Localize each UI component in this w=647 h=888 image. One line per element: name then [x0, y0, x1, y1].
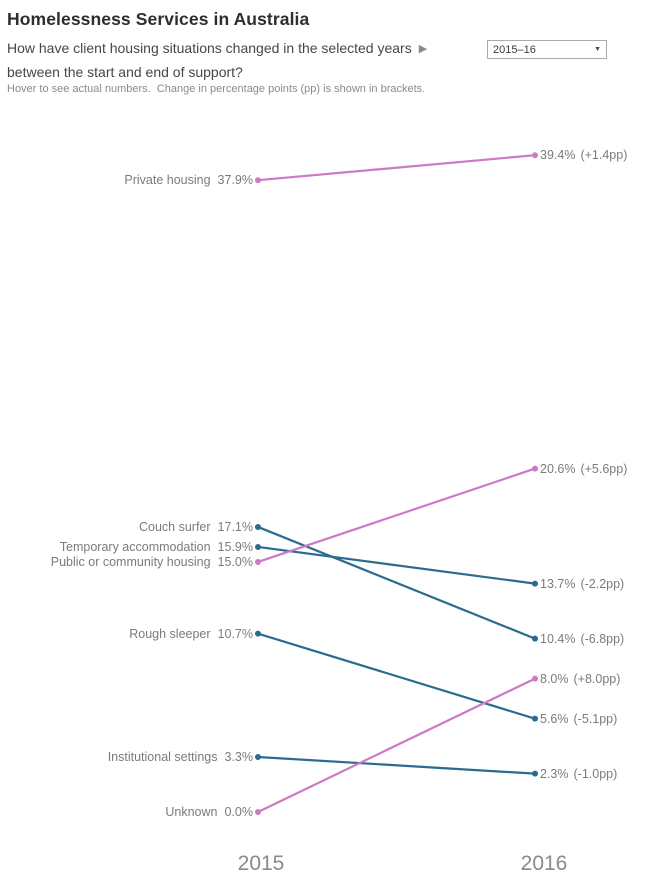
end-dot[interactable]: [532, 770, 538, 777]
slope-line[interactable]: [257, 154, 536, 182]
start-dot[interactable]: [255, 558, 261, 565]
start-dot[interactable]: [255, 177, 261, 184]
category-start-label: Private housing 37.9%: [124, 173, 253, 188]
end-dot[interactable]: [532, 675, 538, 682]
hover-hint-text: Hover to see actual numbers. Change in p…: [7, 83, 426, 95]
subtitle-line1: How have client housing situations chang…: [7, 40, 427, 56]
year-parameter-value: 2015–16: [493, 43, 536, 56]
category-start-label: Couch surfer 17.1%: [138, 519, 253, 534]
chevron-down-icon: ▼: [594, 46, 601, 53]
page-title: Homelessness Services in Australia: [7, 9, 310, 29]
start-dot[interactable]: [255, 753, 261, 760]
category-start-label: Unknown 0.0%: [165, 805, 253, 819]
x-axis-label-2016: 2016: [520, 852, 568, 875]
category-start-label: Public or community housing 15.0%: [50, 554, 253, 569]
category-start-label: Institutional settings 3.3%: [107, 749, 253, 764]
parameter-arrow-icon: ▶: [418, 43, 428, 55]
year-parameter-dropdown[interactable]: 2015–16 ▼: [487, 40, 607, 59]
slope-line[interactable]: [257, 467, 536, 563]
end-value-label: 20.6% (+5.6pp): [540, 461, 628, 476]
slope-line[interactable]: [257, 677, 536, 813]
start-dot[interactable]: [255, 809, 261, 815]
end-dot[interactable]: [532, 715, 538, 722]
start-dot[interactable]: [255, 543, 261, 550]
subtitle-line2: between the start and end of support?: [7, 64, 243, 80]
end-dot[interactable]: [532, 152, 538, 159]
slope-line[interactable]: [257, 632, 536, 720]
end-value-label: 39.4% (+1.4pp): [540, 148, 628, 163]
start-dot[interactable]: [255, 630, 261, 637]
end-value-label: 13.7% (-2.2pp): [540, 576, 625, 591]
end-value-label: 8.0% (+8.0pp): [540, 671, 621, 686]
subtitle-text: How have client housing situations chang…: [7, 40, 412, 56]
end-value-label: 10.4% (-6.8pp): [540, 631, 625, 646]
end-value-label: 5.6% (-5.1pp): [540, 711, 618, 726]
slope-line[interactable]: [257, 755, 536, 775]
end-dot[interactable]: [532, 465, 538, 472]
start-dot[interactable]: [255, 523, 261, 530]
end-dot[interactable]: [532, 635, 538, 642]
slope-line[interactable]: [257, 525, 536, 640]
end-value-label: 2.3% (-1.0pp): [540, 766, 618, 781]
x-axis-label-2015: 2015: [237, 852, 285, 875]
category-start-label: Rough sleeper 10.7%: [129, 626, 253, 641]
category-start-label: Temporary accommodation 15.9%: [59, 539, 253, 554]
end-dot[interactable]: [532, 580, 538, 587]
slope-line[interactable]: [257, 545, 536, 585]
